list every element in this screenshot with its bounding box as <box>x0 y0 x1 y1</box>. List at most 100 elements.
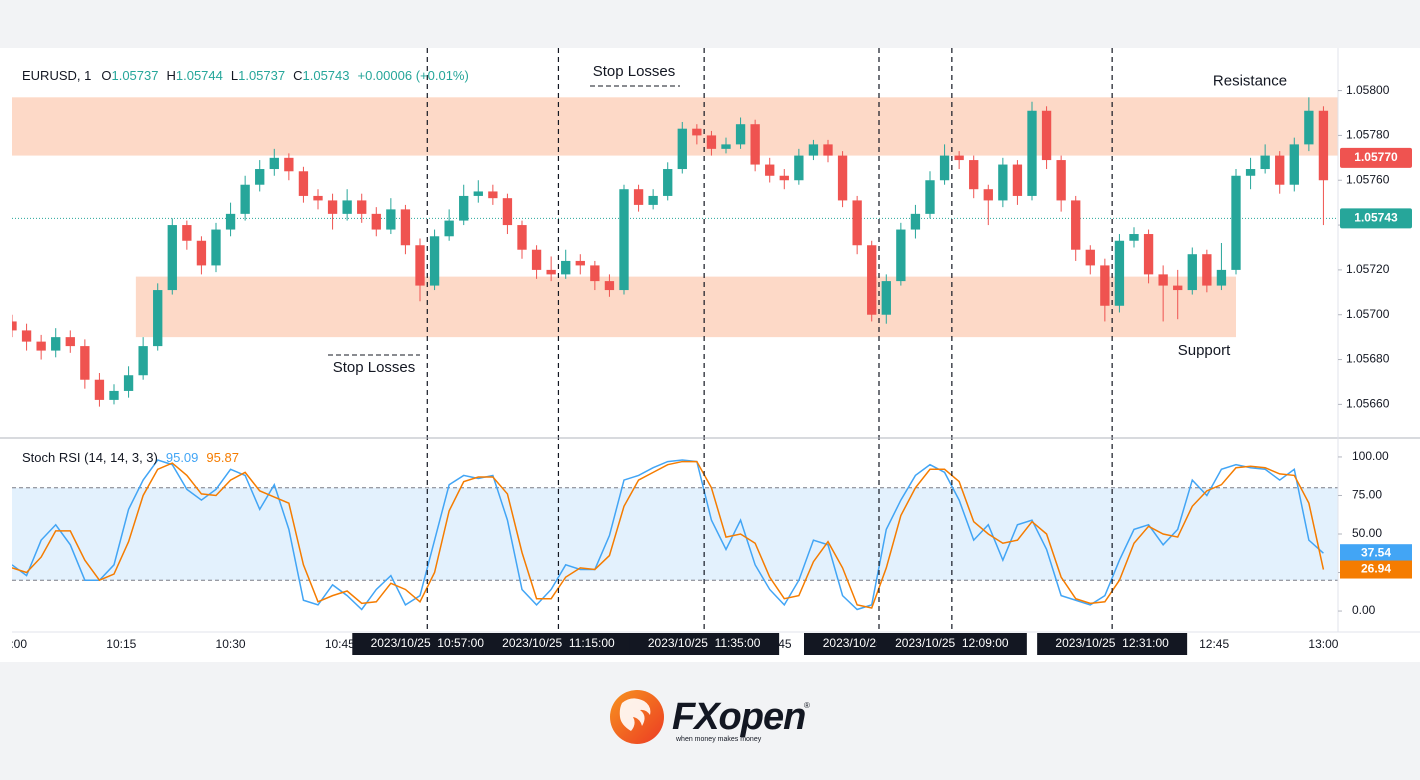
candle-body <box>327 200 338 214</box>
candle-body <box>1173 285 1183 291</box>
candle-body <box>1085 249 1095 266</box>
logo: FXopen ® when money makes money <box>610 690 810 744</box>
candle-body <box>1129 234 1139 241</box>
candle-body <box>109 390 119 400</box>
candle-body <box>867 245 877 315</box>
candle-body <box>1100 265 1110 306</box>
candle-body <box>211 229 221 266</box>
candle-body <box>473 191 483 196</box>
y-tick-label: 75.00 <box>1352 488 1382 502</box>
quote-key: H <box>166 68 176 83</box>
quote-change: +0.00006 (+0.01%) <box>357 68 469 83</box>
quote-value: 1.05737 <box>111 68 159 83</box>
y-tick-label: 1.05720 <box>1346 262 1390 276</box>
candle-body <box>1056 160 1066 201</box>
quote-value: 1.05737 <box>238 68 286 83</box>
candle-body <box>1027 110 1037 196</box>
candle-body <box>182 225 192 241</box>
indicator-value: 95.87 <box>206 450 239 465</box>
x-tick-label: 13:00 <box>1308 637 1338 651</box>
zone-label: Resistance <box>1213 72 1287 89</box>
candle-body <box>1114 240 1125 306</box>
tagline: when money makes money <box>675 736 762 743</box>
marker-label: 2023/10/25 10:57:00 <box>371 636 485 650</box>
candle-body <box>939 155 950 181</box>
brand: FXopen <box>672 696 805 738</box>
candle-body <box>837 155 848 201</box>
plot-area <box>12 48 1338 632</box>
candle-body <box>1245 169 1256 176</box>
candle-body <box>794 155 804 181</box>
candle-body <box>823 144 833 156</box>
candle-body <box>94 379 105 400</box>
marker-box <box>352 633 503 655</box>
candle-body <box>429 236 440 286</box>
candle-body <box>517 225 527 250</box>
candle-body <box>65 337 75 347</box>
candle-body <box>531 249 542 270</box>
candle-body <box>488 191 498 199</box>
quote-key: O <box>101 68 112 83</box>
value-label-box <box>1340 544 1412 563</box>
candle-body <box>765 164 775 176</box>
y-tick-label: 1.05700 <box>1346 307 1390 321</box>
candle-body <box>284 157 294 172</box>
candle-body <box>721 144 731 149</box>
candle-body <box>123 375 134 391</box>
candle-body <box>1071 200 1081 250</box>
annotation: Stop Losses <box>593 63 676 80</box>
candle-body <box>196 240 207 266</box>
y-tick-label: 50.00 <box>1352 526 1382 540</box>
candle-body <box>444 220 454 237</box>
candle-body <box>1231 175 1241 270</box>
quote-value: 1.05744 <box>175 68 223 83</box>
y-tick-label: 1.05680 <box>1346 352 1390 366</box>
indicator-value: 95.09 <box>165 450 199 465</box>
candle-body <box>357 200 367 214</box>
candle-body <box>779 175 789 181</box>
value-label: 26.94 <box>1361 562 1391 576</box>
candle-body <box>415 245 425 286</box>
price-label: 1.05743 <box>1354 211 1398 225</box>
candle-body <box>998 164 1008 201</box>
marker-label: 2023/10/25 12:09:00 <box>895 636 1009 650</box>
x-tick-label: 10:45 <box>325 637 355 651</box>
y-tick-label: 100.00 <box>1352 449 1389 463</box>
indicator-line <box>12 460 1325 609</box>
axes: Resistance Support Stop Losses Stop Losses 1… <box>0 48 1420 655</box>
zone <box>12 97 1338 156</box>
price-label: 1.05770 <box>1354 150 1398 164</box>
candle-body <box>313 195 323 201</box>
candle-body <box>706 135 717 149</box>
candle-body <box>561 260 571 275</box>
symbol: EURUSD, 1 <box>22 68 92 83</box>
marker-label: 2023/10/25 11:15:00 <box>502 636 615 650</box>
value-label-box <box>1340 560 1412 579</box>
candle-body <box>925 180 935 214</box>
candle-body <box>663 169 673 196</box>
candle-body <box>1202 254 1212 286</box>
y-tick-label: 0.00 <box>1352 603 1376 617</box>
marker-label: 2023/10/25 12:31:00 <box>1055 636 1169 650</box>
candle-body <box>459 195 469 221</box>
candle-body <box>954 155 964 161</box>
annotation: Stop Losses <box>333 359 416 376</box>
candle-body <box>386 209 396 230</box>
candle-body <box>240 184 250 214</box>
y-tick-label: 1.05800 <box>1346 83 1390 97</box>
candle-body <box>881 281 891 315</box>
x-tick-label: 10:30 <box>216 637 246 651</box>
price-label-box <box>1340 147 1412 168</box>
candle-body <box>735 124 746 145</box>
marker-box <box>629 633 780 655</box>
indicator-title: Stoch RSI (14, 14, 3, 3) <box>22 450 158 465</box>
quote-key: C <box>293 68 303 83</box>
candle-body <box>1304 110 1314 145</box>
band <box>12 487 1338 581</box>
candle-body <box>1158 274 1168 286</box>
indicator-header: Stoch RSI (14, 14, 3, 3) 95.09 95.87 <box>22 450 247 465</box>
logo-mark <box>619 698 651 731</box>
candle-body <box>36 341 46 351</box>
candle-body <box>80 346 90 380</box>
